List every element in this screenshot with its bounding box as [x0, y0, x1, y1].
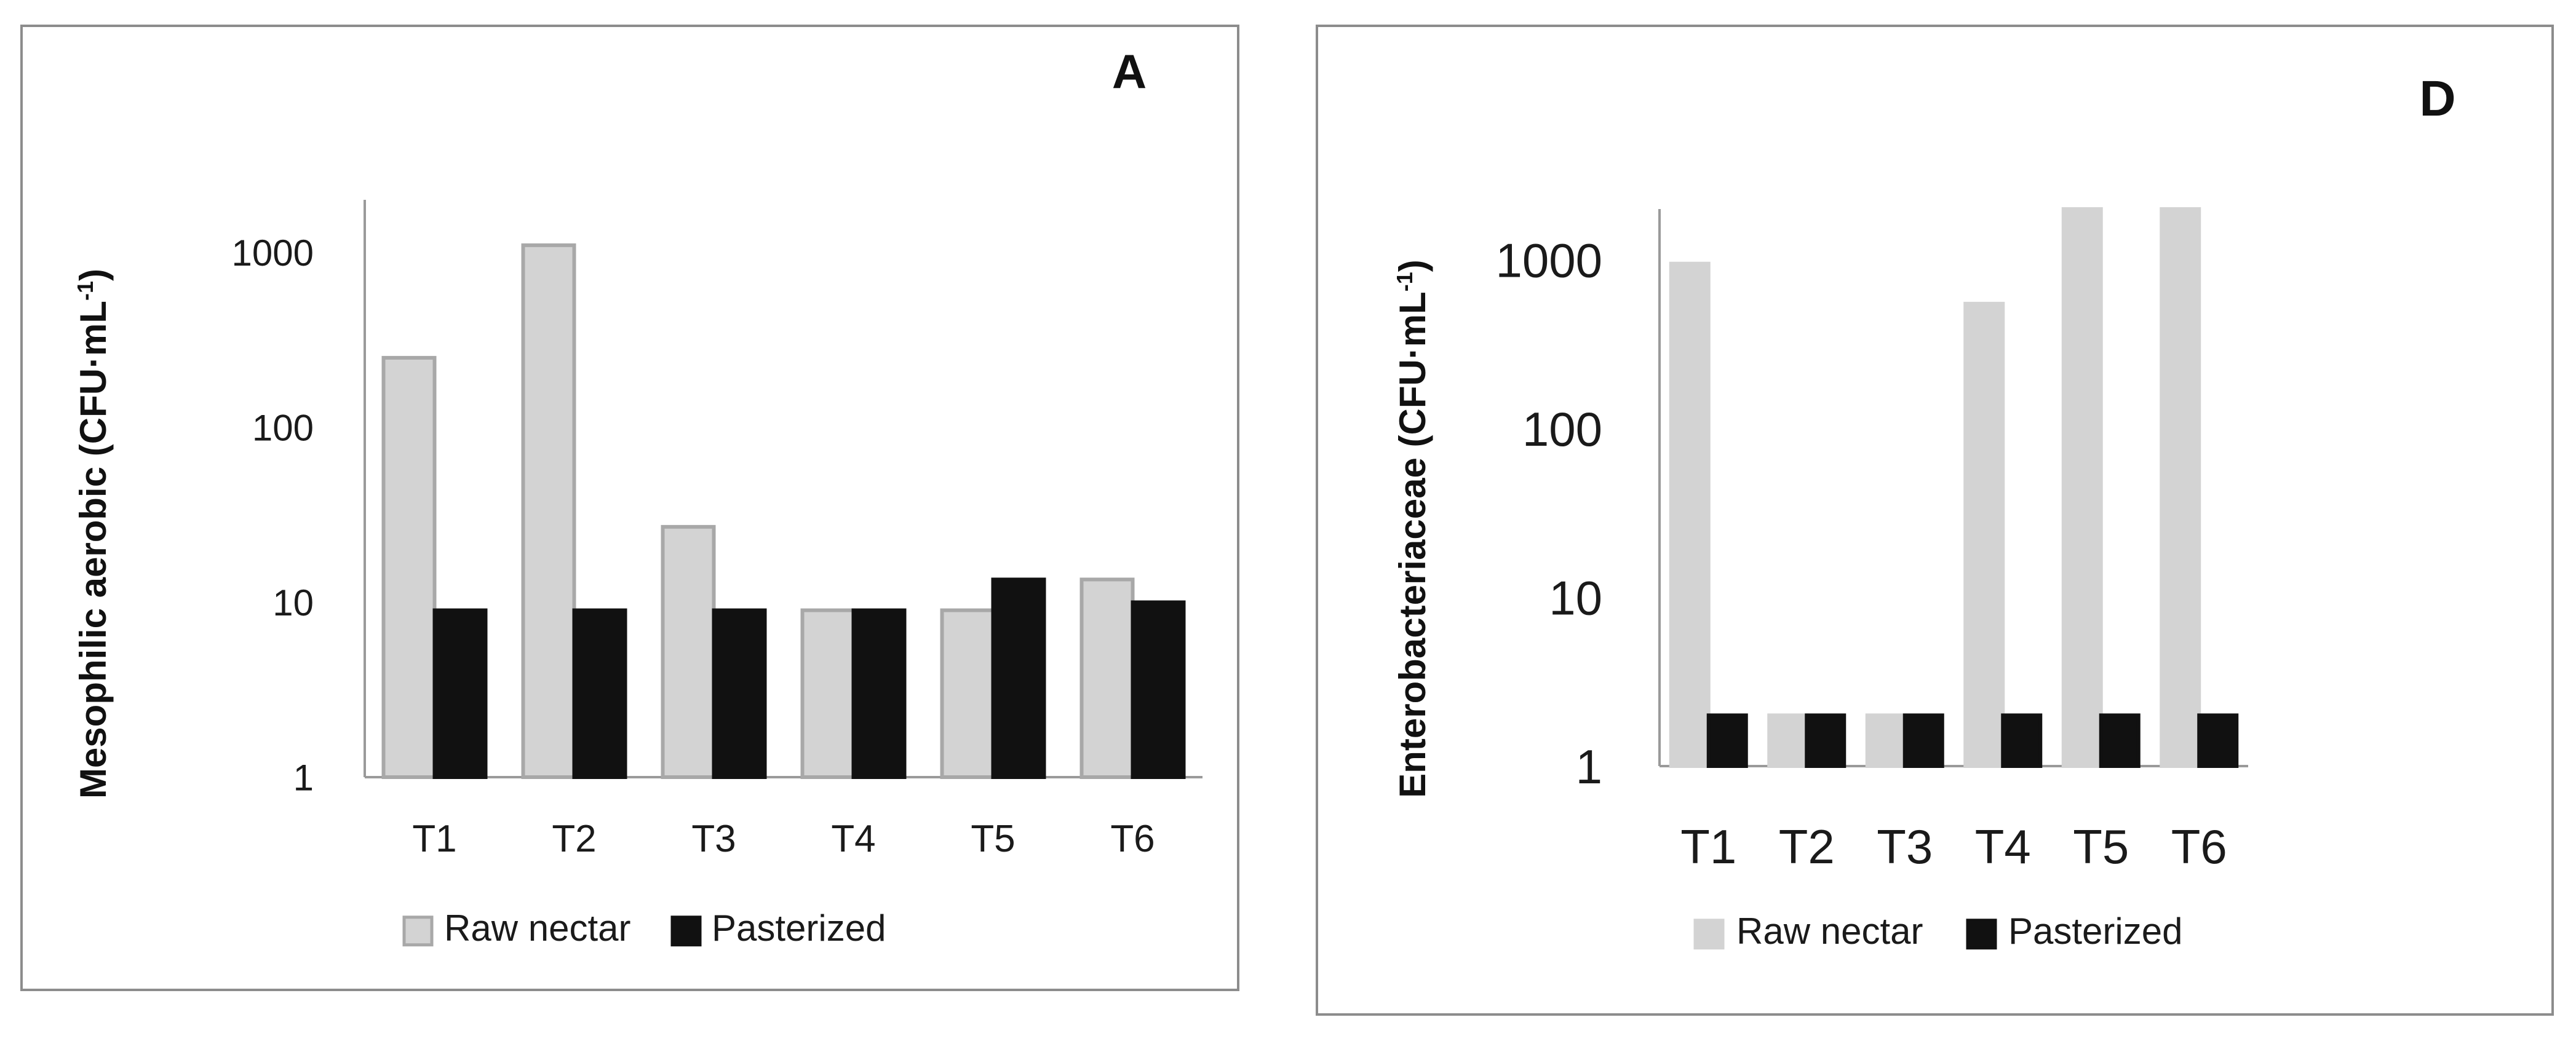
chart-panel-a: 1 10 100 1000 T1 T2 T3 T4 T5 T6 Mesophilic aerobic…: [20, 25, 1239, 991]
bar-raw-nectar-t4: [800, 608, 856, 779]
x-tick-label: T6: [1110, 818, 1155, 860]
x-tick-label: T2: [552, 818, 596, 860]
panel-frame: [20, 25, 1239, 991]
bar-pasterized-t1: [432, 608, 488, 779]
bar-raw-nectar-t3: [661, 524, 716, 780]
bar-pasterized-t1: [1706, 713, 1748, 769]
bar-pasterized-t4: [2001, 713, 2043, 769]
bar-raw-nectar-t3: [1865, 713, 1907, 769]
bar-raw-nectar-t4: [1963, 301, 2005, 769]
bar-pasterized-t5: [991, 577, 1046, 779]
legend-swatch-raw-nectar: [402, 916, 434, 947]
panel-label: A: [1112, 44, 1147, 98]
bar-raw-nectar-t6: [2160, 207, 2201, 768]
y-tick-label: 10: [1549, 571, 1602, 625]
y-tick-label: 1: [1576, 740, 1602, 794]
legend-swatch-raw-nectar: [1693, 919, 1725, 950]
x-tick-label: T2: [1779, 820, 1835, 874]
legend-swatch-pasterized: [1966, 919, 1997, 950]
bar-raw-nectar-t6: [1079, 577, 1135, 779]
x-tick-label: T3: [691, 818, 736, 860]
bar-pasterized-t5: [2099, 713, 2141, 769]
x-tick-label: T4: [831, 818, 875, 860]
x-tick-label: T5: [2073, 820, 2129, 874]
y-tick-label: 100: [1522, 402, 1602, 456]
bar-pasterized-t3: [712, 608, 767, 779]
y-axis-label: Enterobacteriaceae (CFU·mL-1): [1392, 259, 1433, 798]
y-axis-label: Mesophilic aerobic (CFU·mL-1): [73, 269, 114, 799]
legend-label: Raw nectar: [1736, 911, 1923, 952]
chart-panel-d: 1 10 100 1000 T1 T2 T3 T4 T5 T6 Enterobacteriaceae…: [1316, 25, 2554, 1016]
y-tick-label: 100: [252, 408, 314, 449]
legend-swatch-pasterized: [670, 916, 702, 947]
bar-raw-nectar-t2: [1767, 713, 1809, 769]
panel-frame: [1316, 25, 2554, 1016]
y-tick-label: 1000: [232, 232, 314, 274]
bar-pasterized-t6: [2197, 713, 2239, 769]
y-tick-label: 1: [293, 757, 314, 799]
x-tick-label: T1: [1680, 820, 1736, 874]
bar-pasterized-t3: [1902, 713, 1944, 769]
y-tick-label: 10: [272, 582, 314, 623]
legend-label: Pasterized: [2008, 911, 2182, 952]
bar-raw-nectar-t5: [2061, 207, 2103, 768]
panel-label: D: [2419, 71, 2455, 127]
bar-raw-nectar-t2: [521, 243, 576, 779]
x-tick-label: T6: [2171, 820, 2227, 874]
x-tick-label: T5: [971, 818, 1015, 860]
bar-pasterized-t2: [572, 608, 627, 779]
legend-label: Pasterized: [712, 908, 886, 949]
x-tick-label: T3: [1877, 820, 1933, 874]
x-tick-label: T1: [412, 818, 456, 860]
bar-pasterized-t6: [1131, 600, 1186, 779]
bar-raw-nectar-t5: [940, 608, 995, 779]
bar-raw-nectar-t1: [381, 355, 437, 779]
bar-pasterized-t4: [851, 608, 907, 779]
bar-raw-nectar-t1: [1669, 261, 1711, 768]
legend-label: Raw nectar: [444, 908, 630, 949]
y-tick-label: 1000: [1495, 234, 1602, 288]
bar-pasterized-t2: [1805, 713, 1847, 769]
x-tick-label: T4: [1975, 820, 2031, 874]
